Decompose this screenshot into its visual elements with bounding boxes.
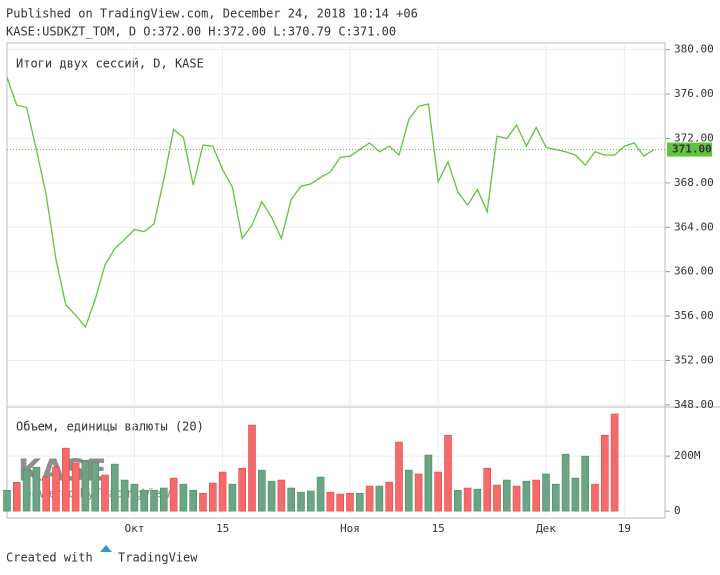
volume-bar	[228, 483, 237, 512]
pane-border	[6, 42, 666, 519]
volume-bar	[610, 413, 619, 512]
volume-bar	[493, 484, 501, 512]
volume-bar	[551, 483, 560, 512]
price-line	[6, 77, 655, 329]
volume-bar	[199, 492, 207, 512]
last-price-box	[667, 142, 712, 157]
volume-bar	[13, 481, 21, 512]
volume-bar	[365, 485, 374, 512]
volume-bar	[3, 489, 11, 512]
volume-bar	[316, 476, 325, 512]
published-line: Published on TradingView.com, December 2…	[6, 7, 418, 21]
footer-brand[interactable]: TradingView	[118, 551, 198, 565]
volume-bar	[52, 466, 60, 512]
volume-bar	[336, 493, 345, 512]
volume-bar	[502, 479, 511, 512]
volume-bar	[267, 480, 276, 512]
volume-bar	[600, 434, 609, 512]
volume-bar	[571, 477, 580, 512]
last-price-label: 371.00	[672, 143, 712, 156]
volume-bar	[561, 453, 570, 512]
price-pane-title: Итоги двух сессий, D, KASE	[16, 57, 204, 71]
volume-bar	[189, 489, 197, 512]
x-tick-label: 15	[216, 522, 229, 535]
volume-bar	[257, 469, 266, 512]
volume-bar	[355, 492, 364, 512]
x-tick-label: Ноя	[340, 522, 360, 535]
volume-bar	[385, 481, 394, 512]
volume-bar	[160, 487, 168, 512]
volume-bar	[375, 485, 384, 512]
volume-bar	[120, 479, 129, 512]
volume-bar	[297, 491, 305, 512]
volume-bar	[140, 489, 148, 512]
volume-bar	[42, 476, 51, 512]
volume-bar	[346, 492, 354, 512]
x-tick-label: Окт	[124, 522, 144, 535]
volume-bar	[444, 434, 452, 512]
volume-bar	[542, 473, 550, 512]
y-tick-label: 368.00	[674, 176, 714, 189]
volume-bar	[522, 480, 531, 512]
volume-bar	[22, 469, 31, 512]
volume-bar	[512, 485, 521, 512]
volume-bar	[71, 462, 80, 512]
volume-bar	[532, 479, 541, 512]
volume-bar	[248, 424, 256, 512]
volume-bar	[179, 483, 188, 512]
y-tick-label: 356.00	[674, 309, 714, 322]
volume-bar	[395, 441, 403, 512]
volume-bar	[91, 461, 99, 512]
volume-bar	[463, 487, 472, 512]
volume-bar	[287, 487, 296, 512]
y-tick-label: 200M	[674, 449, 701, 462]
volume-bar	[32, 466, 41, 512]
volume-bar	[238, 467, 246, 512]
volume-bar	[169, 477, 178, 512]
volume-bar	[414, 473, 423, 512]
volume-bar	[581, 455, 590, 512]
volume-bar	[111, 463, 119, 512]
symbol-line: KASE:USDKZT_TOM, D O:372.00 H:372.00 L:3…	[6, 25, 396, 39]
y-tick-label: 360.00	[674, 265, 714, 278]
volume-bar	[434, 471, 443, 512]
y-tick-label: 352.00	[674, 353, 714, 366]
volume-bar	[453, 489, 462, 512]
y-tick-label: 364.00	[674, 220, 714, 233]
volume-bar	[483, 467, 492, 512]
volume-bar	[61, 447, 70, 512]
volume-bar	[591, 483, 599, 512]
y-tick-label: 376.00	[674, 87, 714, 100]
volume-bar	[81, 459, 90, 512]
volume-bar	[209, 482, 217, 512]
y-tick-label: 372.00	[674, 131, 714, 144]
volume-bar	[218, 471, 227, 512]
volume-bar	[326, 491, 335, 512]
footer-logo	[100, 545, 112, 552]
x-tick-label: Дек	[536, 522, 556, 535]
volume-pane-title: Объем, единицы валюты (20)	[16, 420, 204, 434]
volume-bar	[473, 488, 482, 512]
volume-bar	[277, 479, 286, 512]
x-tick-label: 15	[432, 522, 445, 535]
y-tick-label: 380.00	[674, 43, 714, 56]
volume-bar	[101, 474, 109, 512]
y-tick-label: 0	[674, 504, 681, 517]
volume-bar	[404, 469, 413, 512]
axis: Окт 15 Ноя 15 Дек 19 348.00 352.00 356.00 360.00 3…	[124, 43, 713, 535]
volume-bar	[424, 454, 433, 512]
volume-bar	[306, 490, 315, 512]
footer-prefix: Created with	[6, 551, 93, 565]
volume-bar	[150, 489, 158, 512]
volume-bar	[130, 483, 139, 512]
y-tick-label: 348.00	[674, 398, 714, 411]
x-tick-label: 19	[618, 522, 631, 535]
